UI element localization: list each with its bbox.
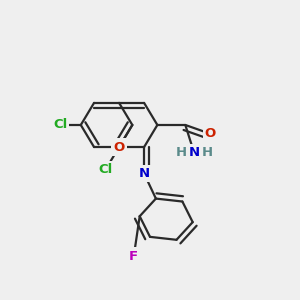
- Text: N: N: [189, 146, 200, 159]
- Text: Cl: Cl: [53, 118, 67, 131]
- Text: Cl: Cl: [99, 163, 113, 176]
- Text: H: H: [176, 146, 187, 159]
- Text: N: N: [139, 167, 150, 180]
- Text: H: H: [202, 146, 213, 159]
- Text: O: O: [113, 141, 125, 154]
- Text: F: F: [129, 250, 138, 262]
- Text: O: O: [205, 127, 216, 140]
